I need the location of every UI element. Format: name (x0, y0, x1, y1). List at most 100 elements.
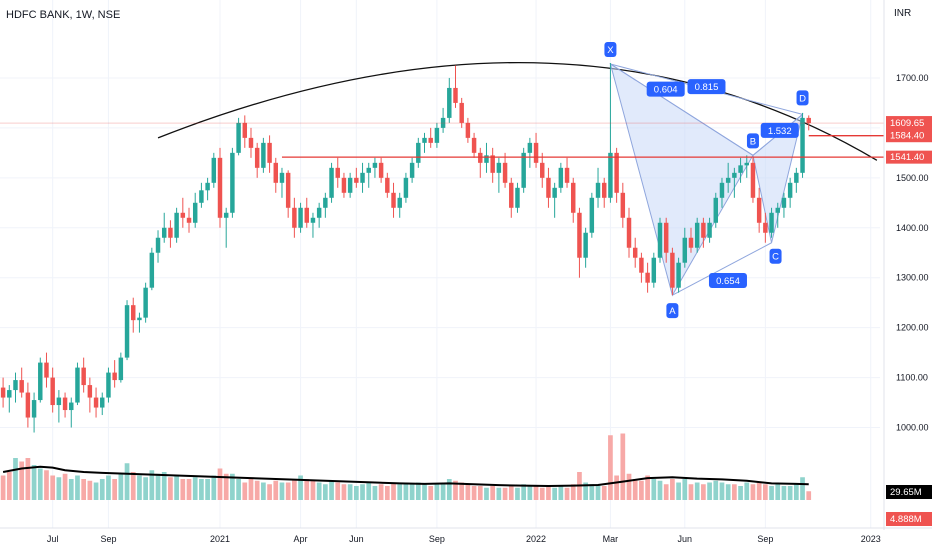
candle-body (143, 287, 148, 318)
level-tag-1541: 1541.40 (886, 150, 932, 164)
candle (378, 157, 384, 183)
volume-bar (68, 479, 74, 500)
volume-last-tag-bg (886, 512, 932, 526)
x-tick-label: Sep (757, 534, 773, 544)
candle (391, 182, 396, 218)
volume-bar (322, 484, 328, 500)
volume-bar (99, 479, 105, 500)
candle (7, 385, 12, 413)
candle-body (335, 167, 340, 178)
level-tag-1541-bg (886, 150, 932, 164)
candle-body (670, 252, 675, 288)
pattern-ratio-labels: 0.815 0.604 1.532 0.654 (646, 79, 799, 288)
candle-body (62, 397, 68, 411)
candle-body (744, 162, 749, 166)
candle (719, 177, 725, 208)
candle-body (589, 197, 595, 233)
ratio-label: 1.532 (760, 122, 799, 138)
x-tick-label: 2023 (861, 534, 881, 544)
candlesticks (0, 62, 811, 433)
candle (527, 137, 533, 168)
candle-body (273, 162, 279, 183)
candle-body (632, 247, 638, 258)
candle (416, 137, 421, 168)
candle (651, 252, 657, 288)
candle (787, 177, 793, 208)
candle-body (316, 207, 322, 218)
volume-bar (552, 487, 558, 500)
candle (639, 252, 644, 283)
candle (192, 192, 198, 228)
candle-body (230, 152, 235, 213)
pattern-point-b: B (746, 133, 759, 149)
candle-body (199, 190, 204, 203)
candle-body (38, 362, 43, 401)
time-axis[interactable]: Jul Sep 2021 Apr Jun Sep 2022 Mar Jun Sep 2023 (0, 527, 932, 544)
y-tick-label: 1300.00 (896, 273, 929, 283)
volume-bar (484, 487, 489, 500)
candle-body (13, 380, 18, 391)
level-tag-1584-text: 1584.40 (890, 131, 924, 142)
candle-body (56, 397, 62, 406)
volume-bar (62, 473, 68, 500)
candle (44, 352, 49, 388)
candle (707, 217, 712, 243)
candle-body (112, 372, 117, 381)
candle-body (217, 157, 223, 218)
point-text: C (772, 252, 779, 263)
candle (608, 62, 613, 203)
candle (292, 197, 297, 238)
volume-bar (366, 482, 372, 500)
pattern-point-c: C (769, 248, 782, 264)
volume-bar (87, 480, 93, 500)
pattern-diagonal (610, 63, 754, 156)
ratio-label-text: 0.604 (654, 85, 678, 96)
volume-bar (409, 484, 415, 500)
volume-bar (775, 484, 781, 500)
volume-bar (13, 458, 18, 500)
candle (521, 147, 526, 193)
candle (676, 257, 681, 293)
candle (614, 147, 619, 203)
candle (143, 282, 148, 323)
volume-bar (694, 482, 700, 500)
candle-body (682, 237, 688, 263)
candle-body (409, 162, 415, 178)
point-text: X (607, 45, 614, 56)
volume-bar (502, 487, 508, 500)
candle (100, 392, 105, 416)
candle-body (267, 142, 272, 163)
candle-body (781, 197, 787, 208)
candle (725, 162, 731, 193)
candle (490, 147, 495, 183)
candle (205, 177, 210, 201)
level-tag-1541-text: 1541.40 (890, 152, 924, 163)
volume-bar (651, 479, 657, 500)
candle-body (19, 380, 24, 393)
volume-bar (137, 475, 142, 500)
candle-body (180, 212, 186, 218)
volume-bar (273, 480, 279, 500)
volume-bar (403, 482, 409, 500)
volume-bar (310, 480, 316, 500)
candle (236, 117, 241, 156)
candle (403, 172, 409, 203)
candle (546, 167, 551, 208)
volume-bar (236, 479, 241, 500)
volume-bar (335, 482, 341, 500)
volume-bar (186, 479, 192, 500)
pattern-point-labels: X A B C D (604, 41, 809, 319)
volume-bar (341, 484, 347, 500)
candle-body (694, 222, 700, 248)
volume-bar (663, 484, 669, 500)
candle-body (131, 305, 136, 321)
candle (688, 227, 694, 253)
volume-bar (44, 470, 49, 500)
candle (440, 107, 446, 133)
volume-bar (620, 433, 626, 500)
candle-body (310, 217, 316, 223)
price-axis[interactable]: 1000.00 1100.00 1200.00 1300.00 1400.00 1500.… (883, 0, 929, 530)
candle (304, 197, 309, 228)
candle (496, 157, 502, 193)
